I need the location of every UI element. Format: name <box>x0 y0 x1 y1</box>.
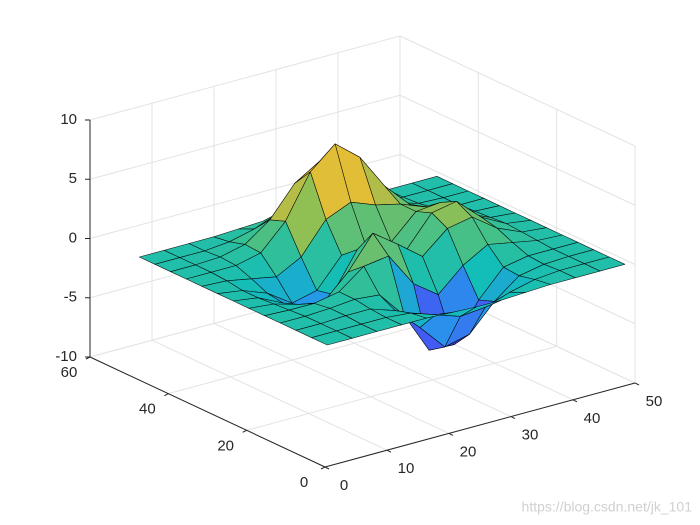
z-tick-label: -10 <box>55 348 77 365</box>
x-tick-label: 0 <box>340 477 348 494</box>
x-tick-mark <box>386 449 392 453</box>
y-tick-label: 40 <box>139 401 156 418</box>
grid-line <box>399 35 636 147</box>
grid-line <box>246 345 557 431</box>
y-tick-label: 20 <box>217 437 234 454</box>
z-tick-label: -5 <box>64 289 77 306</box>
grid-line <box>399 154 636 265</box>
grid-line <box>151 339 388 451</box>
x-tick-label: 20 <box>460 443 477 460</box>
x-tick-mark <box>324 466 330 470</box>
x-tick-mark <box>634 382 640 386</box>
x-tick-label: 30 <box>522 427 539 444</box>
x-tick-label: 40 <box>584 410 601 427</box>
watermark: https://blog.csdn.net/jk_101 <box>522 499 693 515</box>
y-axis-line <box>89 356 326 468</box>
y-tick-label: 60 <box>61 364 78 381</box>
grid-line <box>89 35 401 121</box>
y-tick-mark <box>164 393 169 397</box>
y-tick-label: 0 <box>300 474 308 491</box>
x-tick-mark <box>448 432 454 436</box>
x-axis-line <box>324 382 636 468</box>
tick-labels: 0 10 20 30 40 50 0 20 40 60-10 -5 0 5 10 <box>55 111 662 494</box>
surface <box>139 143 626 351</box>
z-tick-label: 5 <box>69 170 77 187</box>
axes <box>85 119 640 470</box>
z-tick-label: 0 <box>69 229 77 246</box>
y-tick-mark <box>320 466 326 470</box>
x-tick-mark <box>510 416 516 420</box>
grid-line <box>399 94 636 206</box>
z-tick-label: 10 <box>60 111 77 128</box>
x-tick-label: 50 <box>646 393 663 410</box>
grid-line <box>213 322 450 434</box>
grid-line <box>89 94 401 180</box>
x-tick-mark <box>572 399 578 403</box>
surface-face <box>311 330 353 346</box>
y-tick-mark <box>242 429 247 433</box>
x-tick-label: 10 <box>398 460 415 477</box>
